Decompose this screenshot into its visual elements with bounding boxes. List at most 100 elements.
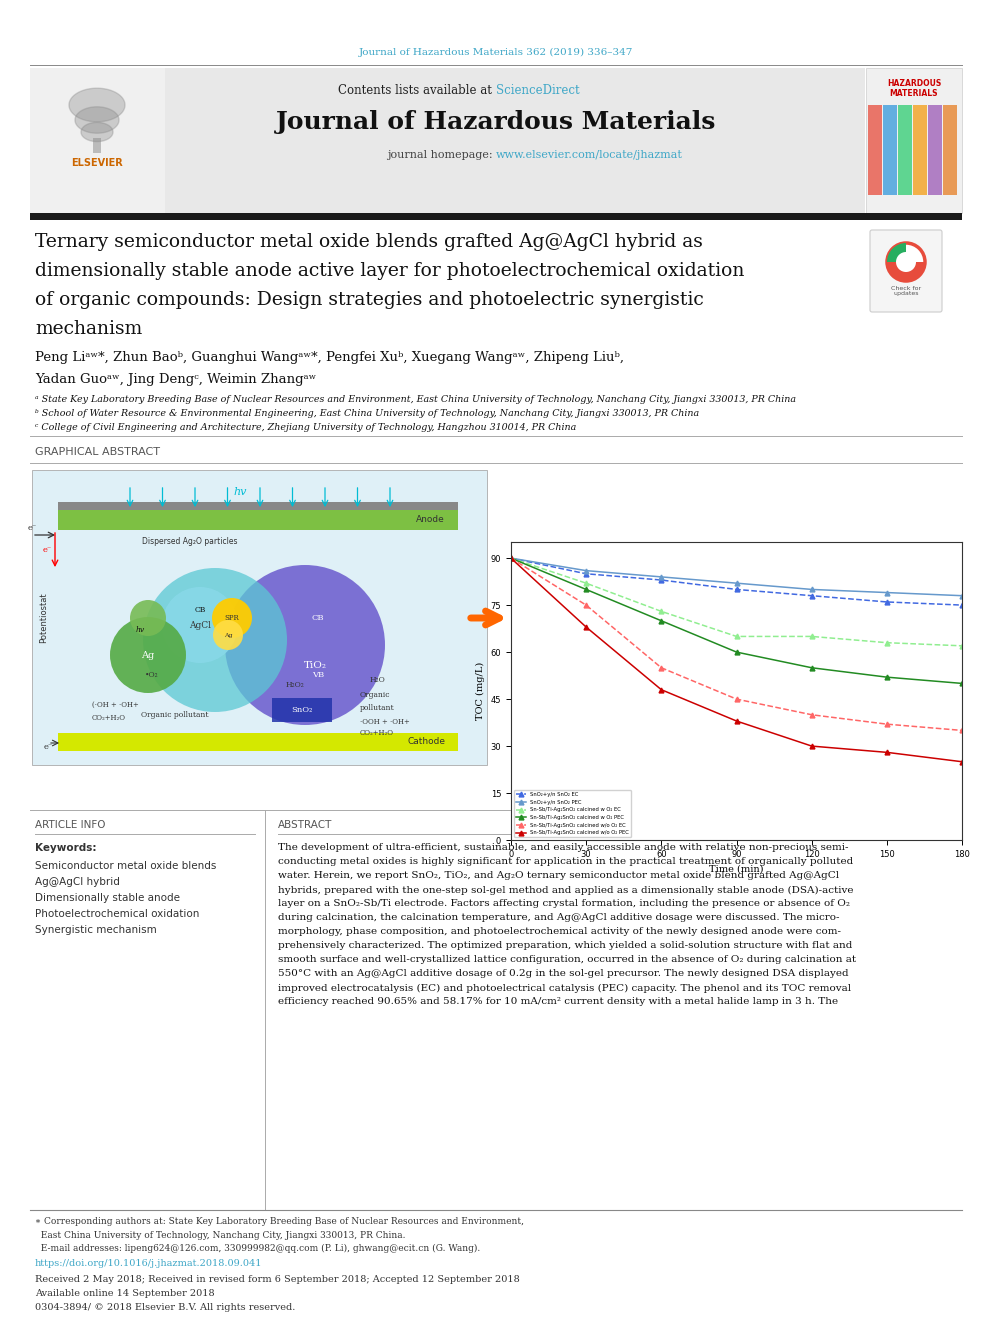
Circle shape bbox=[213, 620, 243, 650]
Text: Journal of Hazardous Materials: Journal of Hazardous Materials bbox=[276, 110, 716, 134]
Text: Synergistic mechanism: Synergistic mechanism bbox=[35, 925, 157, 935]
Text: during calcination, the calcination temperature, and Ag@AgCl additive dosage wer: during calcination, the calcination temp… bbox=[278, 913, 839, 922]
Text: SnO₂: SnO₂ bbox=[292, 706, 312, 714]
Text: CO₂+H₂O: CO₂+H₂O bbox=[360, 729, 394, 737]
Text: hv: hv bbox=[136, 626, 145, 634]
Text: Received 2 May 2018; Received in revised form 6 September 2018; Accepted 12 Sept: Received 2 May 2018; Received in revised… bbox=[35, 1274, 520, 1283]
Sn-Sb/Ti-Ag₂SnO₂ calcined w/o O₂ EC bbox=[730, 691, 742, 706]
Bar bbox=[272, 699, 332, 722]
SnO₂+y/n SnO₂ EC bbox=[956, 597, 968, 613]
Text: 0304-3894/ © 2018 Elsevier B.V. All rights reserved.: 0304-3894/ © 2018 Elsevier B.V. All righ… bbox=[35, 1303, 296, 1312]
X-axis label: Time (min): Time (min) bbox=[709, 864, 764, 873]
Sn-Sb/Ti-Ag₂SnO₂ calcined w O₂ PEC bbox=[881, 669, 893, 685]
Text: hybrids, prepared with the one-step sol-gel method and applied as a dimensionall: hybrids, prepared with the one-step sol-… bbox=[278, 885, 853, 894]
Polygon shape bbox=[69, 89, 125, 122]
Sn-Sb/Ti-Ag₂SnO₂ calcined w/o O₂ PEC bbox=[956, 754, 968, 770]
Text: ᶜ College of Civil Engineering and Architecture, Zhejiang University of Technolo: ᶜ College of Civil Engineering and Archi… bbox=[35, 423, 576, 433]
Sn-Sb/Ti-Ag₂SnO₂ calcined w O₂ PEC bbox=[580, 582, 592, 598]
SnO₂+y/n SnO₂ EC bbox=[806, 587, 817, 603]
Text: ᵃ State Key Laboratory Breeding Base of Nuclear Resources and Environment, East : ᵃ State Key Laboratory Breeding Base of … bbox=[35, 396, 796, 405]
Text: improved electrocatalysis (EC) and photoelectrical catalysis (PEC) capacity. The: improved electrocatalysis (EC) and photo… bbox=[278, 983, 851, 992]
SnO₂+y/n SnO₂ EC bbox=[656, 572, 668, 587]
Text: smooth surface and well-crystallized lattice configuration, occurred in the abse: smooth surface and well-crystallized lat… bbox=[278, 955, 856, 964]
Sn-Sb/Ti-Ag₂SnO₂ calcined w/o O₂ EC bbox=[806, 706, 817, 722]
Sn-Sb/Ti-Ag₂SnO₂ calcined w/o O₂ PEC bbox=[505, 550, 517, 566]
Text: Potentiostat: Potentiostat bbox=[40, 593, 49, 643]
Sn-Sb/Ti-Ag₂SnO₂ calcined w/o O₂ PEC bbox=[881, 745, 893, 761]
Text: journal homepage:: journal homepage: bbox=[387, 149, 496, 160]
Sn-Sb/Ti-Ag₂SnO₂ calcined w O₂ EC bbox=[730, 628, 742, 644]
Text: 550°C with an Ag@AgCl additive dosage of 0.2g in the sol-gel precursor. The newl: 550°C with an Ag@AgCl additive dosage of… bbox=[278, 970, 848, 979]
Text: ABSTRACT: ABSTRACT bbox=[278, 820, 332, 830]
Bar bbox=[30, 213, 962, 220]
Text: CB: CB bbox=[311, 614, 324, 622]
Text: ScienceDirect: ScienceDirect bbox=[496, 83, 579, 97]
Sn-Sb/Ti-Ag₂SnO₂ calcined w/o O₂ PEC bbox=[806, 738, 817, 754]
Text: ·OOH + ·OH+: ·OOH + ·OH+ bbox=[360, 718, 410, 726]
Text: Photoelectrochemical oxidation: Photoelectrochemical oxidation bbox=[35, 909, 199, 919]
SnO₂+y/n SnO₂ EC bbox=[580, 566, 592, 582]
Sn-Sb/Ti-Ag₂SnO₂ calcined w/o O₂ EC bbox=[956, 722, 968, 738]
Text: (·OH + ·OH+: (·OH + ·OH+ bbox=[92, 701, 139, 709]
Text: MATERIALS: MATERIALS bbox=[890, 90, 938, 98]
Sn-Sb/Ti-Ag₂SnO₂ calcined w O₂ EC bbox=[580, 576, 592, 591]
Sn-Sb/Ti-Ag₂SnO₂ calcined w O₂ EC bbox=[881, 635, 893, 651]
SnO₂+y/n SnO₂ EC bbox=[730, 582, 742, 598]
Text: •O₂: •O₂ bbox=[145, 671, 159, 679]
Bar bbox=[883, 105, 897, 194]
Bar bbox=[32, 470, 487, 765]
Sn-Sb/Ti-Ag₂SnO₂ calcined w/o O₂ EC bbox=[505, 550, 517, 566]
Sn-Sb/Ti-Ag₂SnO₂ calcined w O₂ EC bbox=[505, 550, 517, 566]
Text: Organic: Organic bbox=[360, 691, 391, 699]
Text: Anode: Anode bbox=[417, 516, 445, 524]
Line: Sn-Sb/Ti-Ag₂SnO₂ calcined w/o O₂ PEC: Sn-Sb/Ti-Ag₂SnO₂ calcined w/o O₂ PEC bbox=[509, 556, 964, 765]
Sn-Sb/Ti-Ag₂SnO₂ calcined w O₂ PEC bbox=[806, 660, 817, 676]
Text: H₂O: H₂O bbox=[370, 676, 386, 684]
SnO₂+y/n SnO₂ PEC bbox=[881, 585, 893, 601]
Text: Ag@AgCl hybrid: Ag@AgCl hybrid bbox=[35, 877, 120, 886]
Text: water. Herein, we report SnO₂, TiO₂, and Ag₂O ternary semiconductor metal oxide : water. Herein, we report SnO₂, TiO₂, and… bbox=[278, 872, 839, 881]
Text: morphology, phase composition, and photoelectrochemical activity of the newly de: morphology, phase composition, and photo… bbox=[278, 927, 841, 937]
Text: E-mail addresses: lipeng624@126.com, 330999982@qq.com (P. Li), ghwang@ecit.cn (G: E-mail addresses: lipeng624@126.com, 330… bbox=[35, 1244, 480, 1253]
Text: of organic compounds: Design strategies and photoelectric synergistic: of organic compounds: Design strategies … bbox=[35, 291, 703, 310]
Text: Dimensionally stable anode: Dimensionally stable anode bbox=[35, 893, 180, 904]
Bar bbox=[898, 105, 912, 194]
Circle shape bbox=[162, 587, 238, 663]
Text: conducting metal oxides is highly significant for application in the practical t: conducting metal oxides is highly signif… bbox=[278, 857, 853, 867]
Circle shape bbox=[130, 601, 166, 636]
Text: e⁻: e⁻ bbox=[43, 546, 52, 554]
Legend: SnO₂+y/n SnO₂ EC, SnO₂+y/n SnO₂ PEC, Sn-Sb/Ti-Ag₂SnO₂ calcined w O₂ EC, Sn-Sb/Ti: SnO₂+y/n SnO₂ EC, SnO₂+y/n SnO₂ PEC, Sn-… bbox=[514, 790, 631, 837]
Sn-Sb/Ti-Ag₂SnO₂ calcined w O₂ EC bbox=[806, 628, 817, 644]
Text: mechanism: mechanism bbox=[35, 320, 142, 337]
Line: Sn-Sb/Ti-Ag₂SnO₂ calcined w O₂ PEC: Sn-Sb/Ti-Ag₂SnO₂ calcined w O₂ PEC bbox=[509, 556, 964, 685]
Text: Ag: Ag bbox=[224, 632, 232, 638]
Bar bbox=[58, 733, 458, 751]
Circle shape bbox=[225, 565, 385, 725]
Text: Dispersed Ag₂O particles: Dispersed Ag₂O particles bbox=[142, 537, 238, 546]
Text: dimensionally stable anode active layer for photoelectrochemical oxidation: dimensionally stable anode active layer … bbox=[35, 262, 744, 280]
Sn-Sb/Ti-Ag₂SnO₂ calcined w/o O₂ EC bbox=[580, 597, 592, 613]
Sn-Sb/Ti-Ag₂SnO₂ calcined w/o O₂ EC bbox=[656, 660, 668, 676]
Bar bbox=[165, 67, 865, 213]
Bar bbox=[58, 501, 458, 509]
Text: Yadan Guoᵃʷ, Jing Dengᶜ, Weimin Zhangᵃʷ: Yadan Guoᵃʷ, Jing Dengᶜ, Weimin Zhangᵃʷ bbox=[35, 373, 316, 386]
Sn-Sb/Ti-Ag₂SnO₂ calcined w/o O₂ EC bbox=[881, 716, 893, 732]
Text: Contents lists available at: Contents lists available at bbox=[338, 83, 496, 97]
Text: Organic pollutant: Organic pollutant bbox=[141, 710, 208, 718]
Wedge shape bbox=[887, 262, 925, 280]
Circle shape bbox=[896, 251, 916, 273]
Text: Check for
updates: Check for updates bbox=[891, 286, 921, 296]
Text: pollutant: pollutant bbox=[360, 704, 395, 712]
Text: Keywords:: Keywords: bbox=[35, 843, 96, 853]
Text: https://doi.org/10.1016/j.jhazmat.2018.09.041: https://doi.org/10.1016/j.jhazmat.2018.0… bbox=[35, 1259, 263, 1269]
Text: hv: hv bbox=[233, 487, 247, 497]
SnO₂+y/n SnO₂ EC bbox=[881, 594, 893, 610]
SnO₂+y/n SnO₂ PEC bbox=[505, 550, 517, 566]
Wedge shape bbox=[887, 243, 906, 262]
Line: Sn-Sb/Ti-Ag₂SnO₂ calcined w O₂ EC: Sn-Sb/Ti-Ag₂SnO₂ calcined w O₂ EC bbox=[509, 556, 964, 648]
Bar bbox=[868, 105, 882, 194]
Sn-Sb/Ti-Ag₂SnO₂ calcined w/o O₂ PEC bbox=[730, 713, 742, 729]
Text: HAZARDOUS: HAZARDOUS bbox=[887, 79, 941, 89]
Line: SnO₂+y/n SnO₂ PEC: SnO₂+y/n SnO₂ PEC bbox=[509, 556, 964, 598]
Circle shape bbox=[886, 242, 926, 282]
